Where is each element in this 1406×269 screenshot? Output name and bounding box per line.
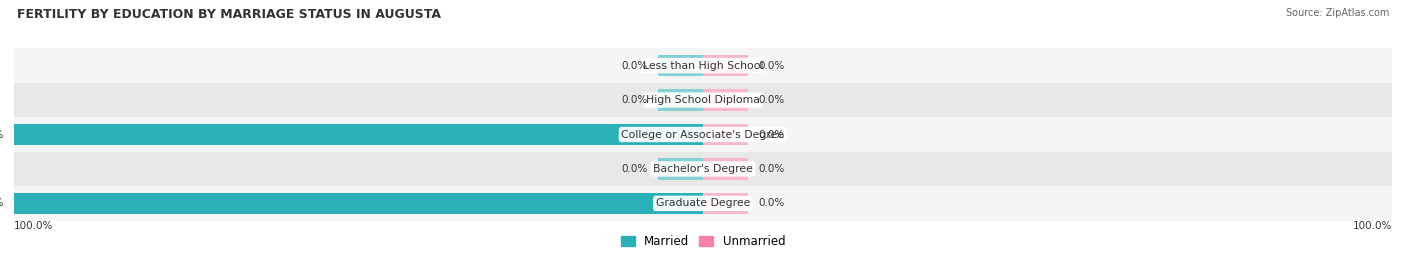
Text: 100.0%: 100.0% [0, 198, 4, 208]
Text: Bachelor's Degree: Bachelor's Degree [652, 164, 754, 174]
Text: 100.0%: 100.0% [1353, 221, 1392, 231]
Text: 0.0%: 0.0% [758, 61, 785, 71]
Bar [703, 89, 748, 111]
Text: 0.0%: 0.0% [758, 164, 785, 174]
Text: 0.0%: 0.0% [621, 61, 648, 71]
Text: Graduate Degree: Graduate Degree [655, 198, 751, 208]
Bar [14, 117, 1392, 152]
Bar [703, 158, 748, 180]
Bar [14, 124, 703, 145]
Text: 100.0%: 100.0% [14, 221, 53, 231]
Text: 0.0%: 0.0% [621, 95, 648, 105]
Text: Less than High School: Less than High School [643, 61, 763, 71]
Text: 0.0%: 0.0% [621, 164, 648, 174]
Bar [14, 83, 1392, 117]
Bar [14, 193, 703, 214]
Bar [658, 158, 703, 180]
Bar [14, 152, 1392, 186]
Text: 0.0%: 0.0% [758, 95, 785, 105]
Bar [658, 89, 703, 111]
Bar [14, 48, 1392, 83]
Bar [703, 193, 748, 214]
Bar [658, 55, 703, 76]
Text: Source: ZipAtlas.com: Source: ZipAtlas.com [1285, 8, 1389, 18]
Text: College or Associate's Degree: College or Associate's Degree [621, 129, 785, 140]
Legend: Married, Unmarried: Married, Unmarried [616, 230, 790, 253]
Text: High School Diploma: High School Diploma [647, 95, 759, 105]
Text: 0.0%: 0.0% [758, 198, 785, 208]
Text: 0.0%: 0.0% [758, 129, 785, 140]
Text: 100.0%: 100.0% [0, 129, 4, 140]
Bar [703, 124, 748, 145]
Bar [703, 55, 748, 76]
Text: FERTILITY BY EDUCATION BY MARRIAGE STATUS IN AUGUSTA: FERTILITY BY EDUCATION BY MARRIAGE STATU… [17, 8, 441, 21]
Bar [14, 186, 1392, 221]
